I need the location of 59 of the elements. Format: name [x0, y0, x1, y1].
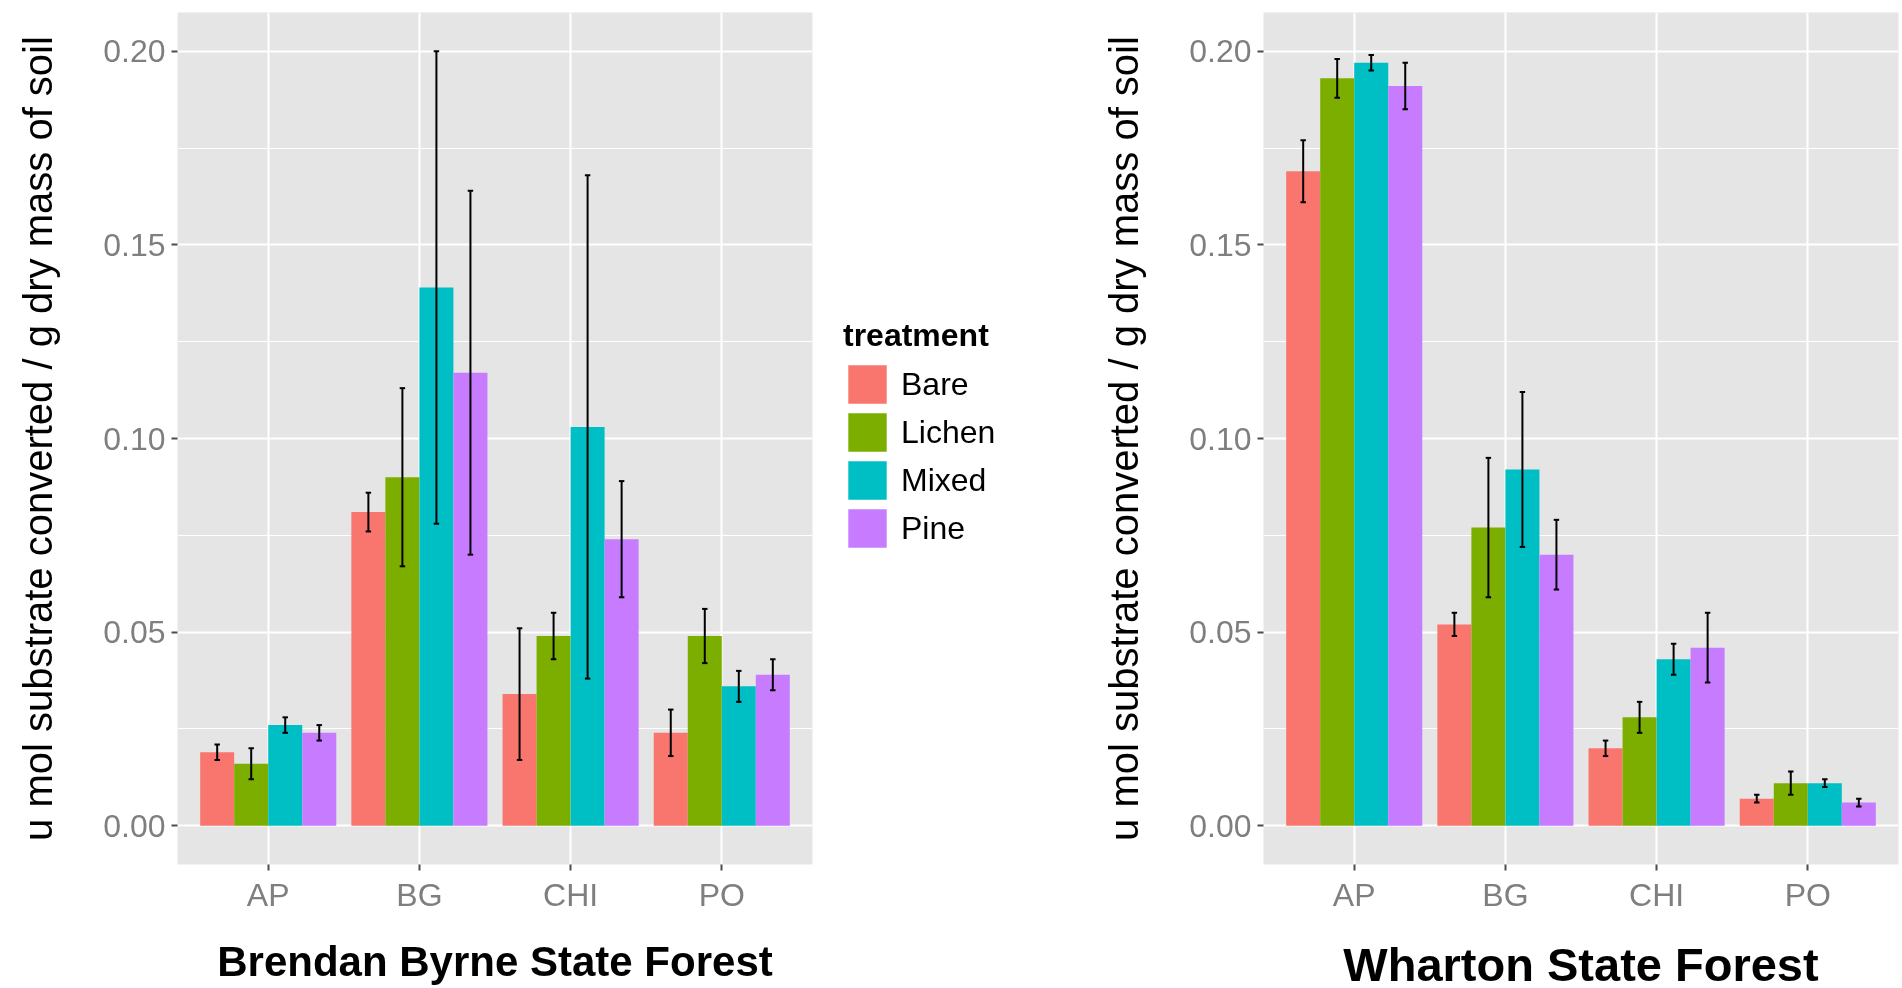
bar [419, 287, 454, 826]
bar [1690, 647, 1725, 826]
bar [1773, 783, 1808, 826]
bar [1320, 78, 1355, 826]
y-tick-label: 0.15 [1189, 226, 1252, 263]
bar [453, 372, 488, 826]
legend-label: Pine [901, 508, 966, 548]
bar [502, 694, 537, 826]
bar [1656, 659, 1691, 826]
bar [302, 732, 337, 826]
bar [1807, 783, 1842, 826]
bar [1471, 527, 1506, 826]
bar [1739, 798, 1774, 826]
x-tick-label: PO [1784, 876, 1831, 913]
x-tick-label: AP [1332, 876, 1376, 913]
bar [604, 539, 639, 826]
y-tick-label: 0.05 [103, 614, 166, 651]
bar [687, 636, 722, 826]
x-tick-label: AP [246, 876, 290, 913]
bar [351, 512, 386, 826]
x-tick-label: BG [1482, 876, 1529, 913]
bar [755, 674, 790, 826]
x-axis-title: Brendan Byrne State Forest [217, 937, 773, 985]
x-axis-title: Wharton State Forest [1343, 937, 1819, 988]
bar [234, 763, 269, 826]
x-tick-label: CHI [1629, 876, 1685, 913]
bar [1286, 171, 1321, 826]
bar [1588, 748, 1623, 826]
y-tick-label: 0.05 [1189, 614, 1252, 651]
bar [1622, 717, 1657, 826]
bar [1437, 624, 1472, 826]
x-tick-label: PO [698, 876, 745, 913]
bar [385, 477, 420, 826]
legend-title: treatment [843, 317, 990, 354]
legend-label: Bare [901, 364, 969, 404]
bar [268, 725, 303, 826]
bar [536, 636, 571, 826]
bar [1841, 802, 1876, 826]
bar [1354, 62, 1389, 826]
y-tick-label: 0.10 [1189, 420, 1252, 457]
legend-label: Lichen [901, 412, 996, 452]
bar [721, 686, 756, 826]
legend-label: Mixed [901, 460, 987, 500]
y-tick-label: 0.15 [103, 226, 166, 263]
y-tick-label: 0.00 [103, 807, 166, 844]
y-tick-label: 0.00 [1189, 807, 1252, 844]
y-tick-label: 0.10 [103, 420, 166, 457]
x-tick-label: BG [396, 876, 443, 913]
bar [200, 752, 235, 826]
bar [1388, 86, 1423, 826]
x-tick-label: CHI [543, 876, 599, 913]
bar [1505, 469, 1540, 826]
bar [570, 426, 605, 826]
bar [653, 732, 688, 826]
bar [1539, 554, 1574, 826]
y-axis-title: u mol substrate converted / g dry mass of soil [16, 36, 61, 841]
y-axis-title: u mol substrate converted / g dry mass of soil [1102, 36, 1147, 841]
y-tick-label: 0.20 [1189, 33, 1252, 70]
y-tick-label: 0.20 [103, 33, 166, 70]
